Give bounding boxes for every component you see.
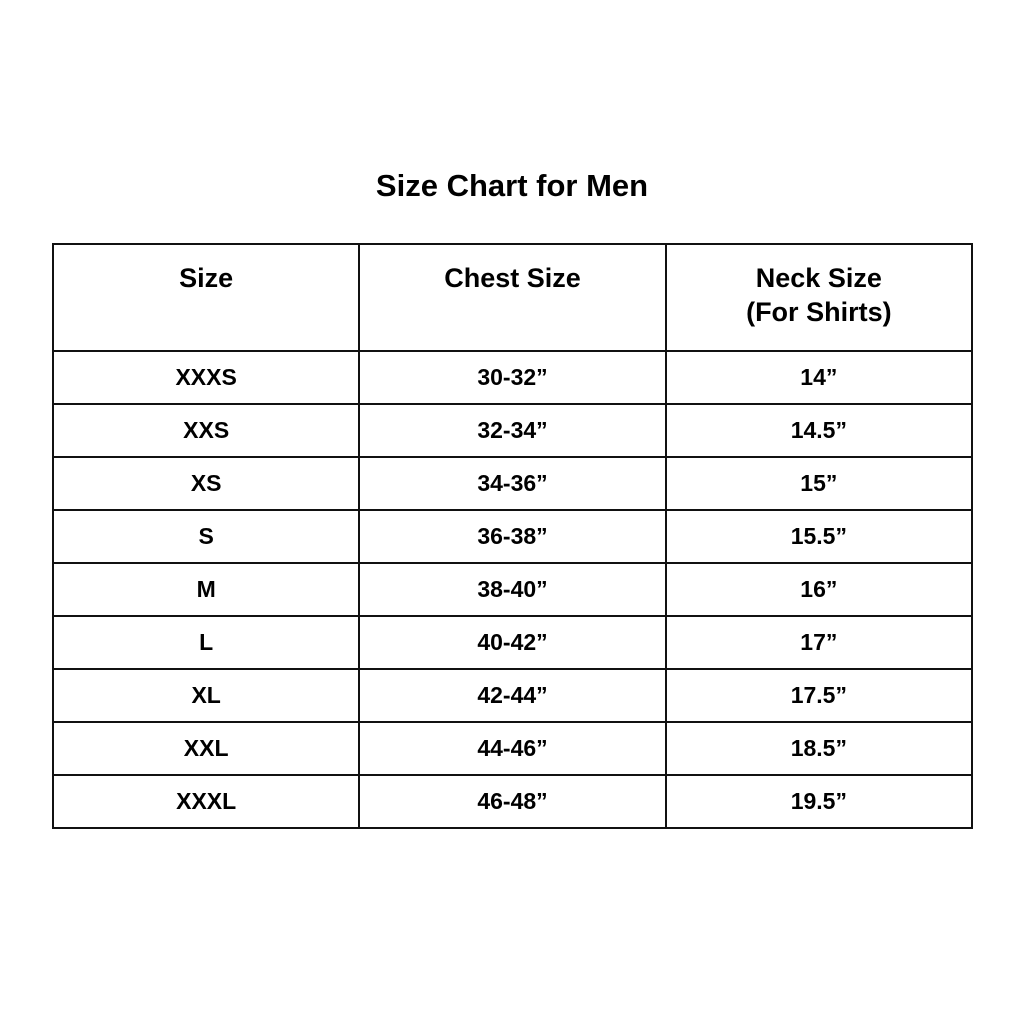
- cell-size: XXXL: [51, 774, 361, 829]
- cell-size: XL: [51, 668, 361, 723]
- cell-chest: 34-36”: [358, 456, 667, 511]
- cell-size: XXS: [51, 403, 361, 458]
- cell-neck: 14”: [664, 350, 974, 405]
- cell-chest: 44-46”: [358, 721, 667, 776]
- header-neck-label: Neck Size: [755, 263, 882, 293]
- table-row: XXS 32-34” 14.5”: [51, 403, 974, 458]
- cell-neck: 17”: [664, 615, 974, 670]
- cell-neck: 14.5”: [664, 403, 974, 458]
- table-row: XXXL 46-48” 19.5”: [51, 774, 974, 829]
- size-table: Size Chest Size Neck Size (For Shirts) XX…: [51, 243, 974, 829]
- cell-neck: 15.5”: [664, 509, 974, 564]
- cell-neck: 17.5”: [664, 668, 974, 723]
- header-chest-label: Chest Size: [444, 263, 581, 293]
- cell-chest: 36-38”: [358, 509, 667, 564]
- table-row: S 36-38” 15.5”: [51, 509, 974, 564]
- cell-chest: 40-42”: [358, 615, 667, 670]
- cell-size: XXXS: [51, 350, 361, 405]
- header-size: Size: [51, 243, 361, 352]
- cell-neck: 15”: [664, 456, 974, 511]
- header-chest: Chest Size: [358, 243, 667, 352]
- cell-size: L: [51, 615, 361, 670]
- table-row: M 38-40” 16”: [51, 562, 974, 617]
- cell-chest: 30-32”: [358, 350, 667, 405]
- cell-chest: 38-40”: [358, 562, 667, 617]
- cell-neck: 16”: [664, 562, 974, 617]
- cell-size: XXL: [51, 721, 361, 776]
- table-row: L 40-42” 17”: [51, 615, 974, 670]
- table-row: XXL 44-46” 18.5”: [51, 721, 974, 776]
- table-row: XXXS 30-32” 14”: [51, 350, 974, 405]
- header-size-label: Size: [179, 263, 234, 293]
- header-neck-sublabel: (For Shirts): [746, 297, 892, 327]
- cell-size: XS: [51, 456, 361, 511]
- cell-chest: 32-34”: [358, 403, 667, 458]
- header-neck: Neck Size (For Shirts): [664, 243, 974, 352]
- cell-chest: 46-48”: [358, 774, 667, 829]
- table-row: XS 34-36” 15”: [51, 456, 974, 511]
- page-title: Size Chart for Men: [375, 168, 649, 203]
- header-row: Size Chest Size Neck Size (For Shirts): [51, 243, 974, 352]
- cell-size: M: [51, 562, 361, 617]
- cell-size: S: [51, 509, 361, 564]
- cell-neck: 19.5”: [664, 774, 974, 829]
- cell-neck: 18.5”: [664, 721, 974, 776]
- cell-chest: 42-44”: [358, 668, 667, 723]
- table-row: XL 42-44” 17.5”: [51, 668, 974, 723]
